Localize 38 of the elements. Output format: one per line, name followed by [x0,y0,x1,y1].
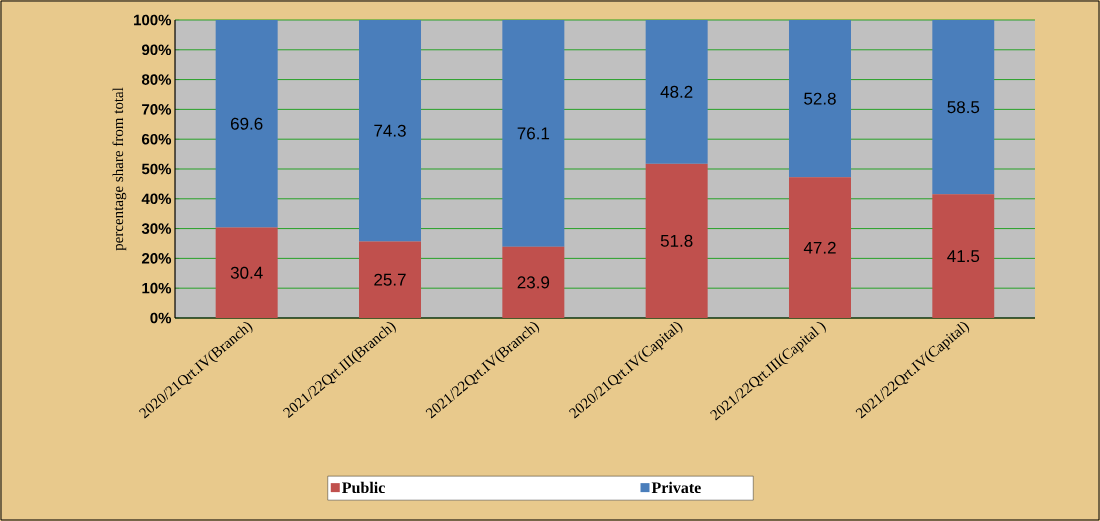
data-label: 47.2 [803,241,836,254]
y-tick-label: 60% [142,133,172,145]
bar [359,241,422,318]
y-tick-label: 90% [141,44,172,56]
y-tick-label: 70% [142,104,172,115]
y-tick-label: 30% [141,223,172,234]
legend-label: Private [651,481,701,494]
data-label: 30.4 [230,266,263,279]
data-label: 52.8 [804,92,836,105]
bar [789,19,851,178]
bar [645,19,708,164]
y-tick-label: 0% [150,312,172,324]
data-label: 69.6 [231,117,263,130]
bar [932,19,995,195]
data-label: 25.7 [374,273,406,286]
bar [502,246,565,318]
y-tick-label: 10% [142,282,172,294]
y-tick-label: 20% [141,253,172,264]
data-label: 48.2 [660,85,693,98]
y-tick-label: 50% [141,163,172,175]
bar [215,19,278,228]
y-tick-label: 100% [134,14,172,26]
data-label: 41.5 [947,250,980,263]
bar [215,227,278,318]
bar [932,194,995,318]
y-tick-label: 80% [141,74,172,85]
data-label: 58.5 [947,101,980,114]
y-axis-title: percentage share from total [112,87,127,251]
data-label: 76.1 [517,127,550,140]
bar [502,19,565,247]
data-label: 51.8 [660,234,693,247]
legend-label: Public [342,481,385,494]
data-label: 23.9 [517,276,550,289]
bar [645,163,708,318]
bar [789,177,851,318]
data-label: 74.3 [374,124,406,137]
y-tick-label: 40% [141,193,172,205]
bar [359,19,422,242]
